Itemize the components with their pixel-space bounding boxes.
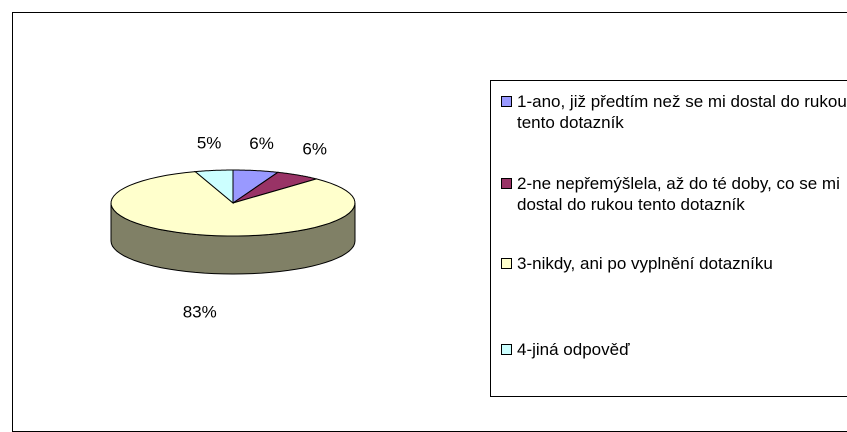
legend-marker <box>501 258 512 269</box>
legend-label: 1-ano, již předtím než se mi dostal do r… <box>517 92 847 132</box>
pie-slice <box>193 169 234 205</box>
data-label: 6% <box>249 134 274 153</box>
data-label: 5% <box>197 134 222 153</box>
legend-marker <box>501 344 512 355</box>
data-label: 83% <box>183 303 217 322</box>
data-label: 6% <box>302 140 327 159</box>
pie-slice <box>110 171 356 237</box>
legend-label: 4-jiná odpověď <box>517 340 630 359</box>
chart: 6% 6% 83% 5% <box>110 134 356 322</box>
legend-marker <box>501 96 512 107</box>
legend-label: 2-ne nepřemýšlela, až do té doby, co se … <box>517 174 840 214</box>
page: 6% 6% 83% 5% 1-ano, již předtím než se mi d… <box>12 12 847 432</box>
pie-slice <box>232 171 317 204</box>
legend-label: 3-nikdy, ani po vyplnění dotazníku <box>517 254 773 273</box>
legend: 1-ano, již předtím než se mi dostal do r… <box>490 80 847 397</box>
legend-marker <box>501 178 512 189</box>
